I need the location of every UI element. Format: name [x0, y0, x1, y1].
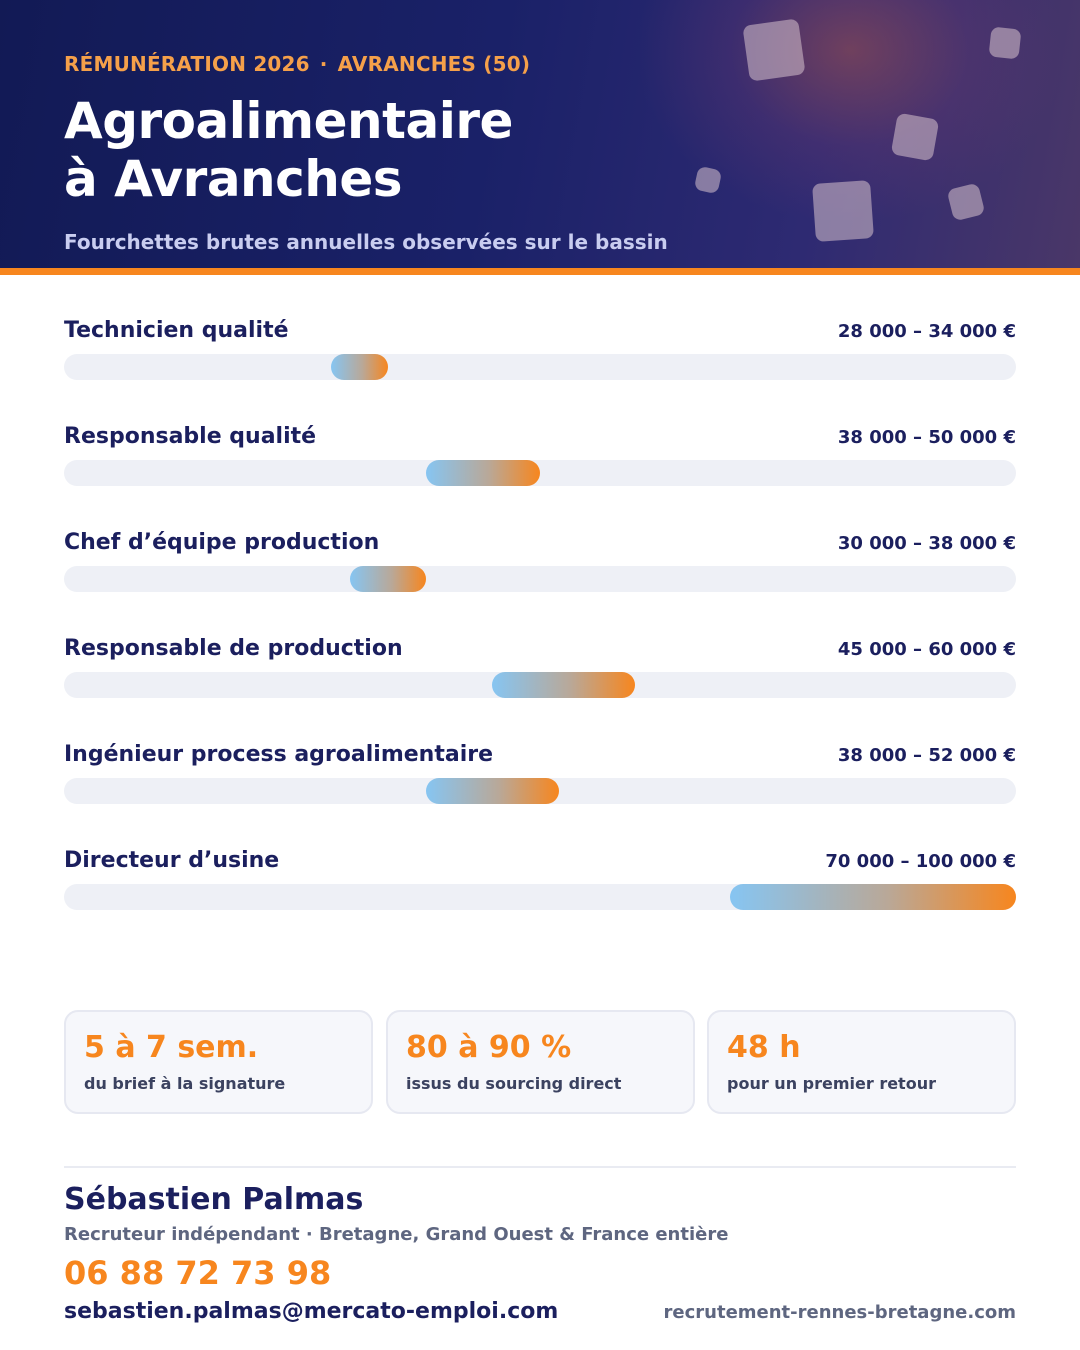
stats-cards: 5 à 7 sem. du brief à la signature 80 à …	[64, 1010, 1016, 1114]
header-banner: RÉMUNÉRATION 2026 · AVRANCHES (50) Agroali…	[0, 0, 1080, 268]
decorative-square	[988, 26, 1022, 60]
range-track	[64, 566, 1016, 592]
salary-range-label: 38 000 – 50 000 €	[837, 427, 1016, 448]
salary-row: Technicien qualité 28 000 – 34 000 €	[64, 312, 1016, 418]
decorative-square	[890, 112, 940, 162]
range-bar	[425, 778, 560, 804]
stat-value: 80 à 90 %	[406, 1030, 572, 1065]
stat-value: 5 à 7 sem.	[84, 1030, 259, 1065]
salary-range-label: 30 000 – 38 000 €	[837, 533, 1016, 554]
salary-range-chart: Technicien qualité 28 000 – 34 000 € Respo…	[64, 312, 1016, 948]
page-title: Agroalimentaire à Avranches	[64, 92, 513, 208]
range-bar	[492, 672, 636, 698]
range-bar	[330, 354, 388, 380]
salary-row: Ingénieur process agroalimentaire 38 000 …	[64, 736, 1016, 842]
stat-label: issus du sourcing direct	[406, 1074, 622, 1093]
contact-email[interactable]: sebastien.palmas@mercato-emploi.com	[64, 1299, 559, 1324]
stat-label: du brief à la signature	[84, 1074, 286, 1093]
salary-range-label: 38 000 – 52 000 €	[837, 745, 1016, 766]
decorative-square	[742, 18, 806, 82]
job-title-label: Chef d’équipe production	[64, 530, 380, 555]
kicker-separator: ·	[319, 52, 328, 76]
kicker-topic: RÉMUNÉRATION 2026	[64, 52, 310, 76]
range-track	[64, 354, 1016, 380]
salary-range-label: 70 000 – 100 000 €	[825, 851, 1016, 872]
range-track	[64, 778, 1016, 804]
stat-card: 48 h pour un premier retour	[707, 1010, 1016, 1114]
salary-row: Directeur d’usine 70 000 – 100 000 €	[64, 842, 1016, 948]
footer-divider	[64, 1166, 1016, 1168]
page-title-line2: à Avranches	[64, 150, 403, 208]
salary-range-label: 28 000 – 34 000 €	[837, 321, 1016, 342]
decorative-square	[693, 165, 723, 195]
salary-range-label: 45 000 – 60 000 €	[837, 639, 1016, 660]
decorative-square	[812, 180, 874, 242]
job-title-label: Ingénieur process agroalimentaire	[64, 742, 493, 767]
job-title-label: Technicien qualité	[64, 318, 289, 343]
kicker-location: AVRANCHES (50)	[337, 52, 531, 76]
job-title-label: Directeur d’usine	[64, 848, 280, 873]
stat-value: 48 h	[727, 1030, 801, 1065]
kicker: RÉMUNÉRATION 2026 · AVRANCHES (50)	[64, 52, 530, 76]
page-title-line1: Agroalimentaire	[64, 92, 513, 150]
range-bar	[425, 460, 540, 486]
range-track	[64, 884, 1016, 910]
stat-card: 5 à 7 sem. du brief à la signature	[64, 1010, 373, 1114]
page-subtitle: Fourchettes brutes annuelles observées s…	[64, 230, 668, 254]
contact-phone[interactable]: 06 88 72 73 98	[64, 1254, 332, 1292]
header-accent-line	[0, 268, 1080, 275]
range-bar	[349, 566, 426, 592]
range-track	[64, 672, 1016, 698]
contact-role: Recruteur indépendant · Bretagne, Grand …	[64, 1224, 729, 1245]
decorative-square	[946, 182, 986, 222]
stat-label: pour un premier retour	[727, 1074, 936, 1093]
salary-row: Chef d’équipe production 30 000 – 38 000 …	[64, 524, 1016, 630]
range-track	[64, 460, 1016, 486]
contact-name: Sébastien Palmas	[64, 1182, 364, 1217]
salary-row: Responsable de production 45 000 – 60 000…	[64, 630, 1016, 736]
job-title-label: Responsable de production	[64, 636, 403, 661]
contact-website[interactable]: recrutement-rennes-bretagne.com	[663, 1302, 1016, 1323]
salary-row: Responsable qualité 38 000 – 50 000 €	[64, 418, 1016, 524]
range-bar	[730, 884, 1016, 910]
stat-card: 80 à 90 % issus du sourcing direct	[386, 1010, 695, 1114]
job-title-label: Responsable qualité	[64, 424, 317, 449]
